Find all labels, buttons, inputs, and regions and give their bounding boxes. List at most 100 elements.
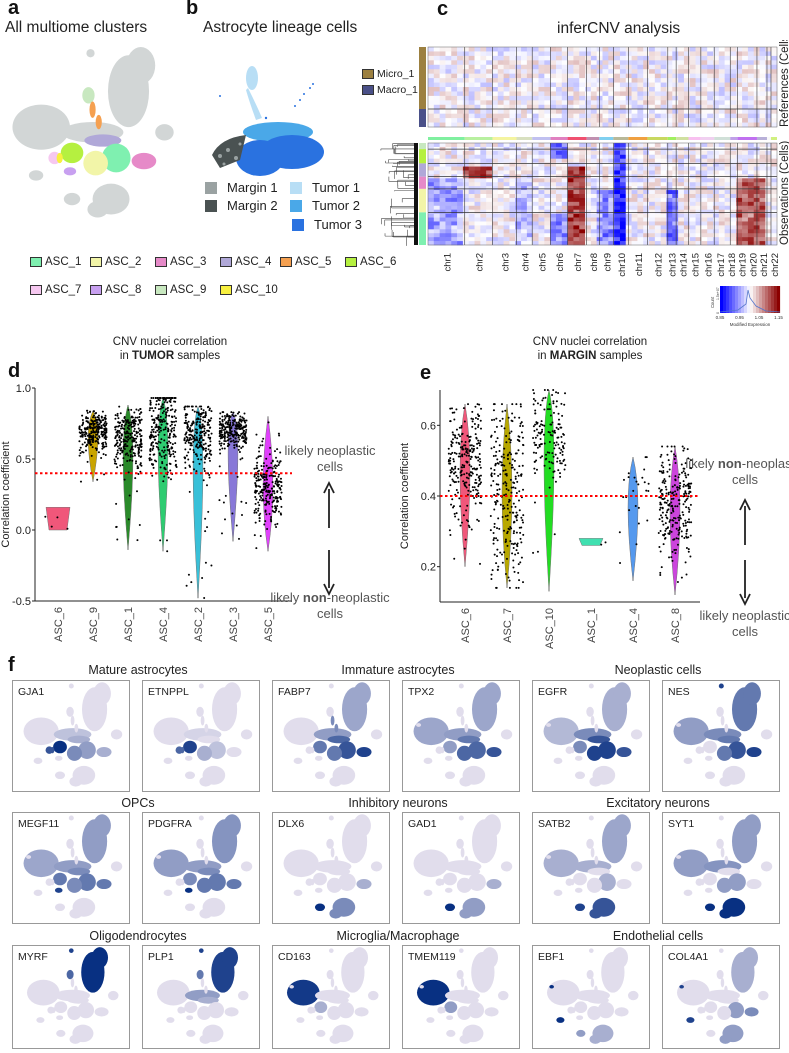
heatmap-cell: [434, 47, 440, 52]
chromosome-color-strip: [771, 137, 777, 140]
heatmap-cell: [672, 100, 678, 105]
heatmap-cell: [562, 241, 568, 245]
heatmap-cell: [562, 186, 568, 190]
heatmap-cell: [469, 51, 475, 56]
heatmap-cell: [445, 202, 451, 206]
heatmap-cell: [504, 155, 510, 159]
heatmap-cell: [614, 65, 620, 70]
heatmap-cell: [585, 241, 591, 245]
heatmap-cell: [736, 69, 742, 74]
heatmap-cell: [440, 78, 446, 83]
heatmap-cell: [463, 65, 469, 70]
data-point: [456, 437, 458, 439]
data-point: [104, 429, 106, 431]
heatmap-cell: [585, 159, 591, 163]
heatmap-cell: [597, 241, 603, 245]
heatmap-cell: [463, 206, 469, 210]
chromosome-label: chr7: [573, 253, 584, 271]
heatmap-cell: [748, 114, 754, 119]
heatmap-cell: [771, 178, 777, 182]
micro-annotation-bar: [419, 47, 426, 109]
heatmap-cell: [451, 91, 457, 96]
heatmap-cell: [451, 241, 457, 245]
heatmap-cell: [748, 123, 754, 128]
heatmap-cell: [649, 167, 655, 171]
heatmap-cell: [684, 51, 690, 56]
data-point: [454, 513, 456, 515]
data-point: [114, 426, 116, 428]
cluster-annotation-bar: [419, 177, 426, 189]
heatmap-cell: [521, 56, 527, 61]
heatmap-cell: [672, 198, 678, 202]
data-point: [490, 578, 492, 580]
data-point: [148, 458, 150, 460]
heatmap-cell: [463, 123, 469, 128]
heatmap-cell: [521, 178, 527, 182]
heatmap-cell: [637, 225, 643, 229]
heatmap-cell: [748, 170, 754, 174]
heatmap-cell: [556, 237, 562, 241]
heatmap-cell: [620, 151, 626, 155]
data-point: [500, 504, 502, 506]
data-point: [192, 409, 194, 411]
heatmap-cell: [544, 167, 550, 171]
data-point: [501, 456, 503, 458]
heatmap-cell: [666, 109, 672, 114]
heatmap-cell: [562, 210, 568, 214]
heatmap-cell: [765, 60, 771, 65]
heatmap-cell: [771, 69, 777, 74]
heatmap-cell: [573, 78, 579, 83]
data-point: [475, 437, 477, 439]
data-point: [477, 426, 479, 428]
heatmap-cell: [684, 69, 690, 74]
data-point: [462, 480, 464, 482]
heatmap-cell: [562, 206, 568, 210]
heatmap-cell: [603, 83, 609, 88]
data-point: [166, 539, 168, 541]
title-pre: in: [120, 350, 132, 362]
heatmap-cell: [597, 202, 603, 206]
heatmap-cell: [632, 241, 638, 245]
heatmap-cell: [550, 241, 556, 245]
heatmap-cell: [585, 170, 591, 174]
data-point: [153, 436, 155, 438]
data-point: [276, 448, 278, 450]
heatmap-cell: [480, 109, 486, 114]
heatmap-cell: [509, 123, 515, 128]
heatmap-cell: [626, 143, 632, 147]
heatmap-cell: [556, 225, 562, 229]
heatmap-cell: [585, 167, 591, 171]
data-point: [239, 416, 241, 418]
data-point: [155, 397, 157, 399]
data-point: [514, 542, 516, 544]
data-point: [188, 405, 190, 407]
data-point: [125, 436, 127, 438]
heatmap-cell: [568, 83, 574, 88]
heatmap-cell: [649, 233, 655, 237]
chromosome-label: chr19: [738, 253, 749, 277]
heatmap-cell: [626, 229, 632, 233]
data-point: [229, 422, 231, 424]
heatmap-cell: [719, 47, 725, 52]
heatmap-cell: [632, 190, 638, 194]
data-point: [261, 494, 263, 496]
heatmap-cell: [486, 51, 492, 56]
heatmap-cell: [748, 159, 754, 163]
heatmap-cell: [475, 214, 481, 218]
heatmap-cell: [637, 74, 643, 79]
heatmap-cell: [475, 202, 481, 206]
heatmap-cell: [568, 56, 574, 61]
violin-asc_1: [114, 405, 143, 550]
heatmap-cell: [719, 190, 725, 194]
heatmap-cell: [643, 83, 649, 88]
heatmap-cell: [701, 237, 707, 241]
data-point: [518, 417, 520, 419]
data-point: [85, 417, 87, 419]
heatmap-cell: [672, 237, 678, 241]
chromosome-label: chr16: [704, 253, 715, 277]
data-point: [95, 430, 97, 432]
heatmap-cell: [632, 194, 638, 198]
heatmap-cell: [550, 233, 556, 237]
heatmap-cell: [655, 241, 661, 245]
heatmap-cell: [469, 170, 475, 174]
